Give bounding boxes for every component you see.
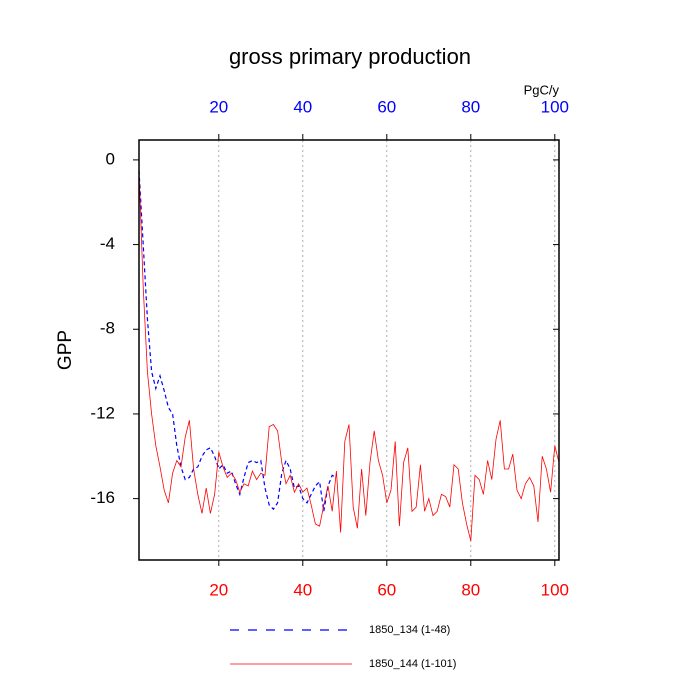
x2-tick-label: 40 bbox=[293, 97, 312, 116]
x2-tick-label: 60 bbox=[377, 97, 396, 116]
y-tick-label: 0 bbox=[106, 149, 115, 168]
plot-frame bbox=[138, 139, 560, 561]
series-line bbox=[138, 170, 337, 512]
x2-tick-label: 100 bbox=[541, 97, 569, 116]
y-tick-label: -4 bbox=[100, 234, 115, 253]
legend-label: 1850_134 (1-48) bbox=[369, 624, 450, 636]
x-tick-label: 80 bbox=[461, 580, 480, 599]
y-axis-label: GPP bbox=[55, 330, 76, 370]
x2-axis-label: PgC/y bbox=[524, 82, 560, 97]
x-tick-label: 40 bbox=[293, 580, 312, 599]
x-tick-label: 100 bbox=[541, 580, 569, 599]
x-tick-label: 20 bbox=[209, 580, 228, 599]
x-tick-label: 60 bbox=[377, 580, 396, 599]
x2-tick-label: 80 bbox=[461, 97, 480, 116]
legend-label: 1850_144 (1-101) bbox=[369, 658, 456, 670]
chart-title: gross primary production bbox=[229, 44, 471, 69]
x2-tick-label: 20 bbox=[209, 97, 228, 116]
series-line bbox=[138, 170, 560, 542]
y-tick-label: -8 bbox=[100, 319, 115, 338]
y-tick-label: -12 bbox=[90, 403, 115, 422]
y-tick-label: -16 bbox=[90, 488, 115, 507]
